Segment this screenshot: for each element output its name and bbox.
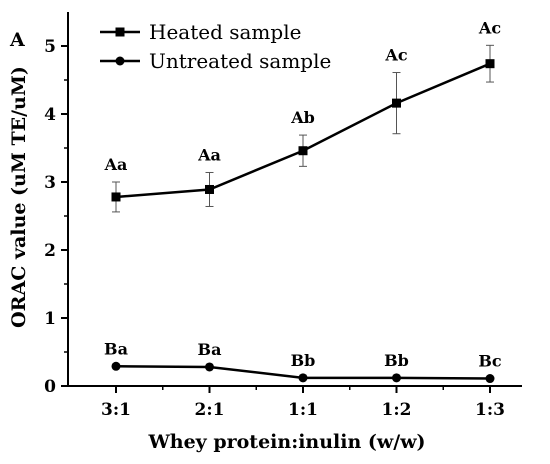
x-tick-label: 1:3 bbox=[475, 400, 505, 420]
series-line bbox=[115, 62, 491, 199]
data-point bbox=[205, 362, 214, 372]
y-tick-label: 1 bbox=[44, 309, 56, 329]
data-label: Aa bbox=[197, 145, 221, 164]
data-label: Ba bbox=[198, 340, 222, 359]
legend-item-heated: Heated sample bbox=[100, 20, 301, 44]
data-label: Bb bbox=[291, 351, 316, 370]
data-label: Aa bbox=[104, 155, 128, 174]
data-point bbox=[298, 146, 308, 156]
x-axis-ticks: 3:1 2:1 1:1 1:2 1:3 bbox=[101, 386, 505, 420]
y-axis-title: ORAC value (uM TE/uM) bbox=[8, 66, 30, 328]
series-untreated: Ba Ba Bb Bb Bc bbox=[104, 339, 502, 384]
data-label: Bb bbox=[384, 351, 409, 370]
y-axis-ticks: 0 1 2 3 4 5 bbox=[44, 37, 68, 397]
data-point bbox=[485, 374, 495, 384]
legend-label-untreated: Untreated sample bbox=[149, 49, 331, 73]
y-tick-label: 2 bbox=[44, 241, 56, 261]
y-tick-label: 5 bbox=[44, 37, 56, 57]
x-tick-label: 3:1 bbox=[101, 400, 131, 420]
data-point bbox=[392, 373, 401, 383]
x-tick-label: 1:2 bbox=[382, 400, 412, 420]
data-label: Ac bbox=[478, 18, 501, 37]
series-layer: Aa Aa Ab Ac Ac Ba Ba Bb Bb Bc bbox=[104, 18, 502, 384]
x-tick-label: 1:1 bbox=[288, 400, 318, 420]
data-label: Bc bbox=[478, 352, 502, 371]
data-point bbox=[111, 192, 121, 202]
data-label: Ab bbox=[290, 108, 315, 127]
legend-item-untreated: Untreated sample bbox=[100, 49, 331, 73]
data-point bbox=[392, 98, 401, 108]
legend-circle-marker bbox=[115, 56, 125, 66]
y-tick-label: 4 bbox=[44, 105, 56, 125]
series-heated: Aa Aa Ab Ac Ac bbox=[104, 18, 501, 213]
data-point bbox=[205, 184, 214, 194]
axes bbox=[67, 12, 522, 387]
y-tick-label: 3 bbox=[44, 173, 56, 193]
legend-square-marker bbox=[115, 27, 125, 37]
x-tick-label: 2:1 bbox=[195, 400, 225, 420]
y-tick-label: 0 bbox=[44, 377, 56, 397]
data-point bbox=[111, 361, 121, 371]
data-label: Ba bbox=[104, 339, 128, 358]
panel-label: A bbox=[9, 29, 25, 51]
data-label: Ac bbox=[384, 46, 407, 65]
data-point bbox=[485, 59, 495, 69]
data-point bbox=[298, 373, 308, 383]
legend: Heated sample Untreated sample bbox=[100, 20, 331, 73]
legend-label-heated: Heated sample bbox=[149, 20, 301, 44]
x-axis-title: Whey protein:inulin (w/w) bbox=[147, 431, 425, 453]
